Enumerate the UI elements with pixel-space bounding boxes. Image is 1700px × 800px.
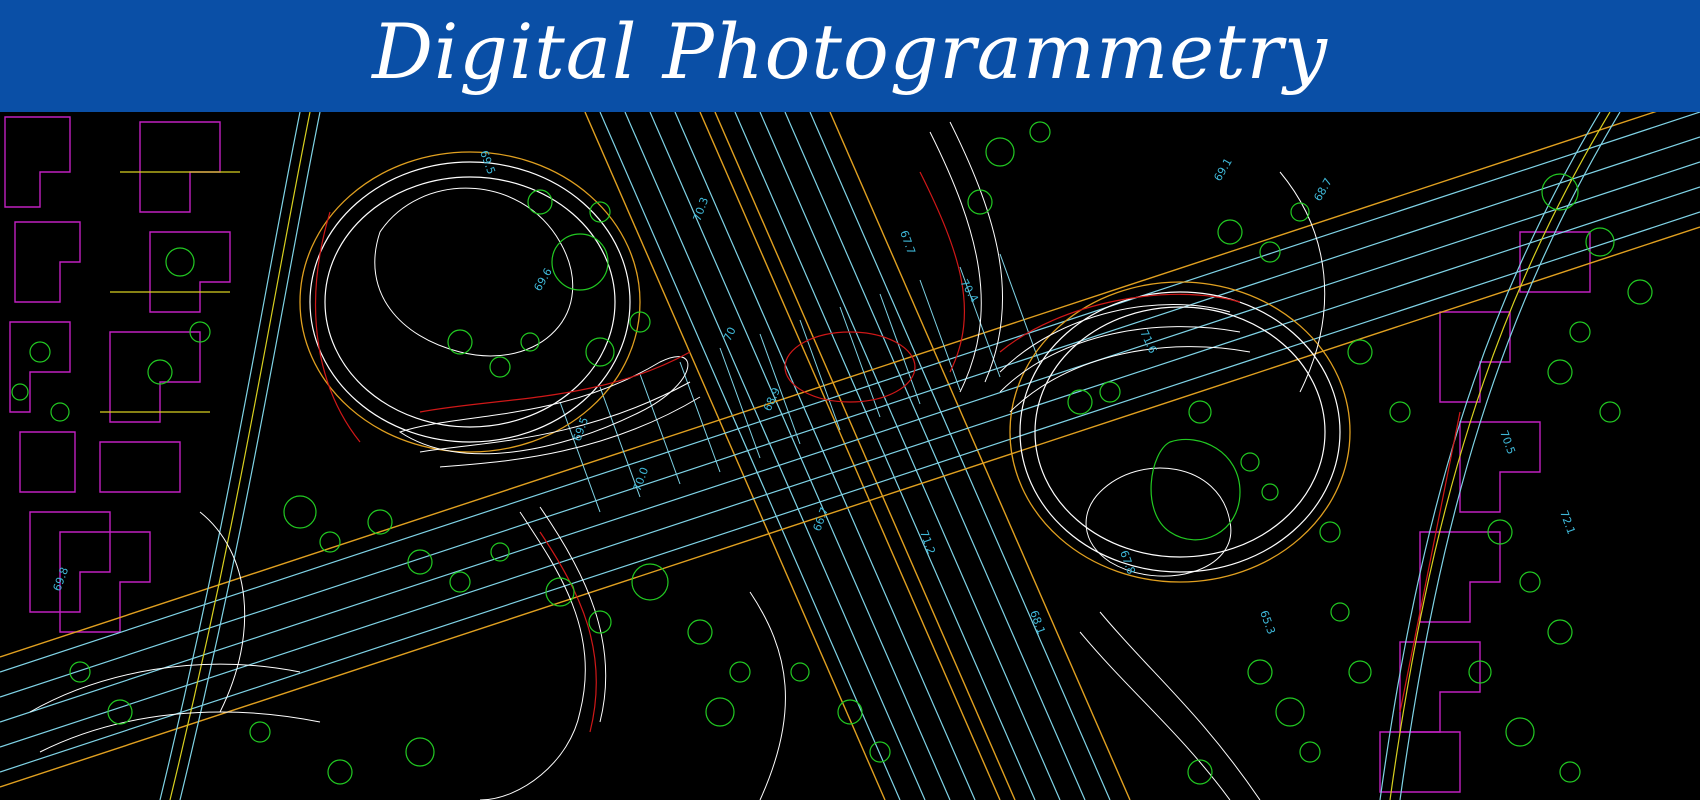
spot-elevation-label: 65.3 [1257,609,1278,636]
spot-elevation-label: 70 [721,325,739,343]
spot-elevation-label: 70.4 [957,277,981,305]
spot-elevation-label: 68.7 [1311,176,1335,204]
spot-elevation-label: 72.1 [1557,509,1578,536]
spot-elevation-label: 70.3 [691,196,712,223]
spot-elevation-label: 67.7 [897,229,918,256]
spot-elevation-label: 70.5 [1497,429,1518,456]
roads-layer [0,112,1700,800]
spot-elevation-label: 71.2 [917,529,938,556]
index-contours-layer [315,171,1461,733]
spot-elevation-label: 71.6 [1137,328,1159,356]
map-canvas: 69.669.570.37068.967.770.471.669.168.769… [0,112,1700,800]
photogrammetry-map: 69.6 69.5 70.3 70 68.9 67.7 70.4 71.6 69.1 68.7 69… [0,112,1700,800]
page-title: Digital Photogrammetry [372,7,1328,96]
spot-elevation-label: 69.1 [1211,156,1235,184]
spot-elevation-label: 70.0 [631,466,652,493]
vegetation-layer [11,121,1653,785]
title-banner: Digital Photogrammetry [0,0,1700,112]
elevation-labels-layer: 69.669.570.37068.967.770.471.669.168.769… [51,149,1578,636]
spot-elevation-label: 68.1 [1027,609,1048,636]
buildings-layer [4,116,1591,793]
spot-elevation-label: 69.6 [531,266,555,294]
spot-elevation-label: 69.8 [51,566,72,593]
spot-elevation-label: 69.5 [571,416,592,443]
